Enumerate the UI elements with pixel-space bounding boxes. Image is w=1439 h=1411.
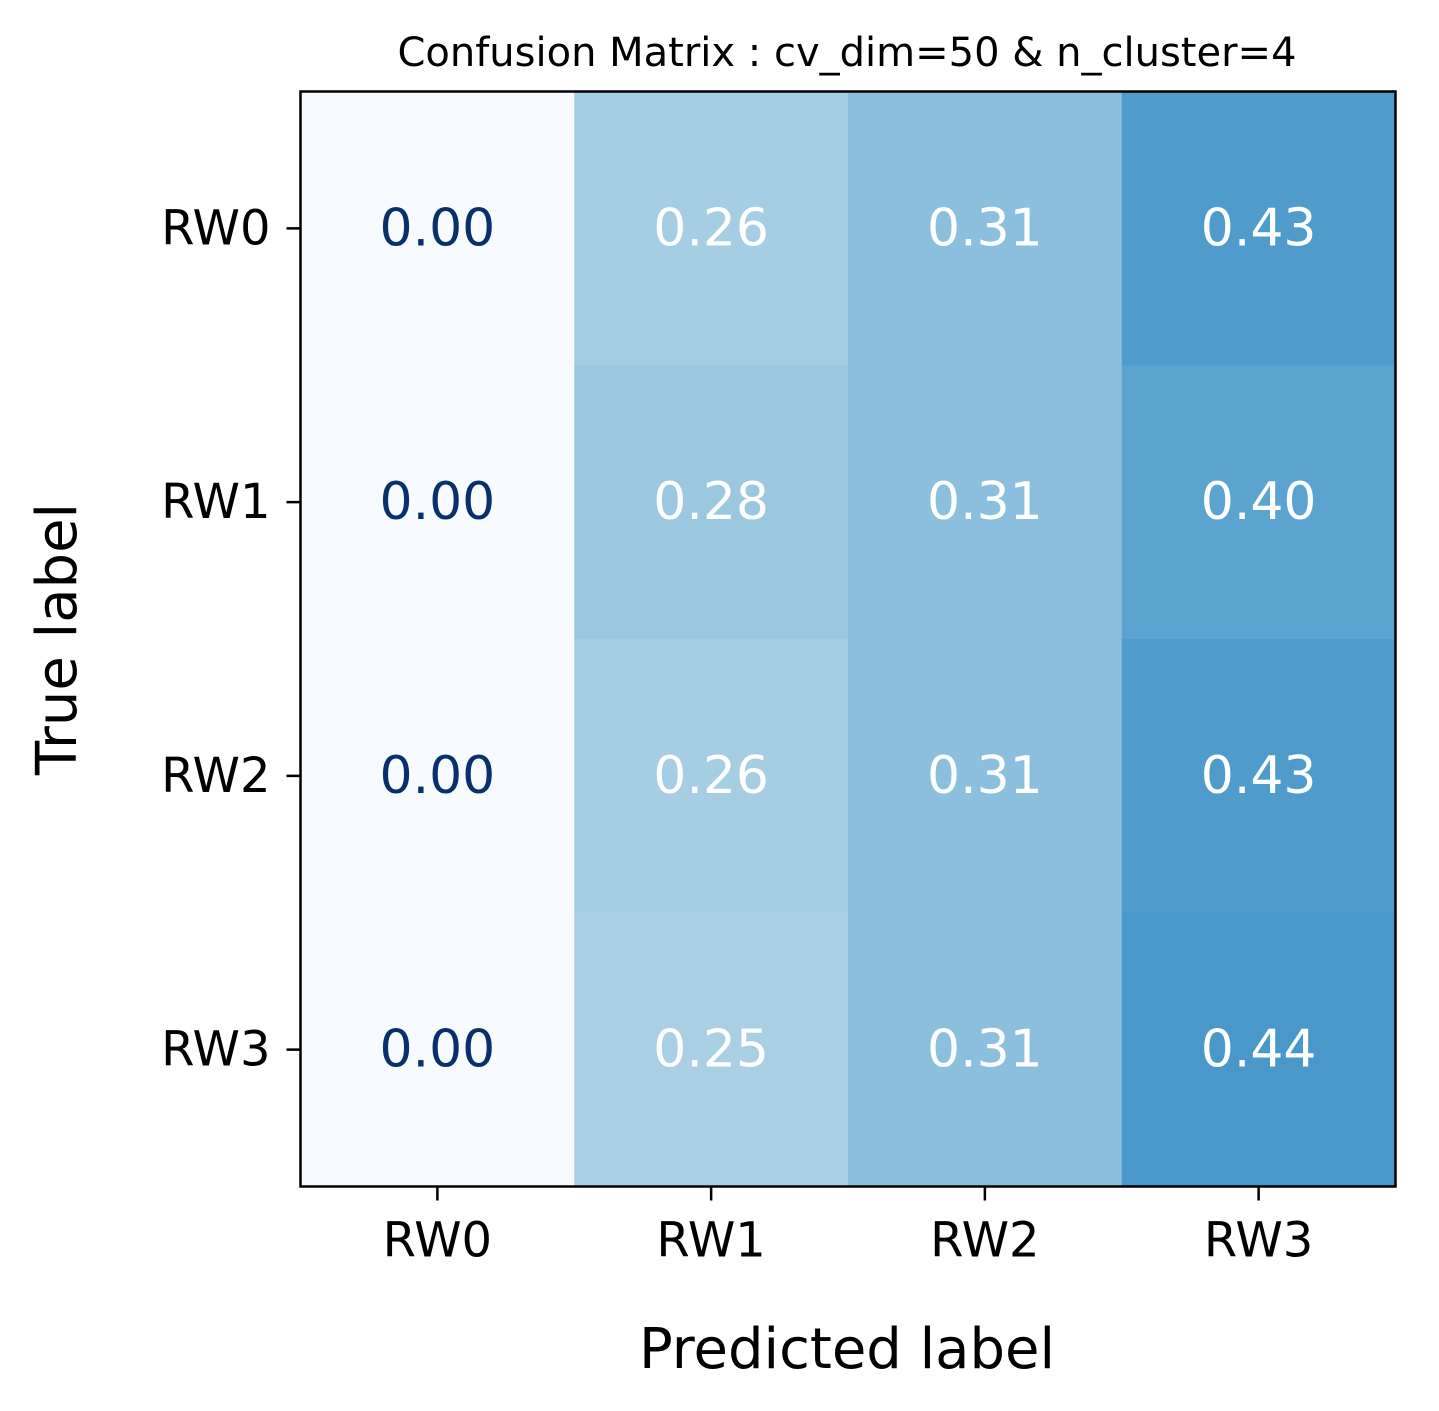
heatmap-cell <box>574 639 849 914</box>
x-axis-ticks: RW0 RW1 RW2 RW3 <box>383 1186 1313 1269</box>
cell-value-label: 0.00 <box>379 198 495 258</box>
heatmap-cell <box>574 365 849 640</box>
cell-value-labels: 0.00 0.26 0.31 0.43 0.00 0.28 0.31 0.40 0.00 0.26… <box>379 198 1316 1079</box>
cell-value-label: 0.40 <box>1201 472 1317 532</box>
heatmap-cell <box>574 912 849 1187</box>
y-axis-ticks: RW0 RW1 RW2 RW3 <box>161 200 301 1078</box>
heatmap-cell <box>1121 365 1396 640</box>
heatmap-cell <box>300 91 575 366</box>
cell-value-label: 0.43 <box>1201 198 1317 258</box>
heatmap-cell <box>848 912 1123 1187</box>
chart-title: Confusion Matrix : cv_dim=50 & n_cluster… <box>397 30 1296 76</box>
heatmap-cell <box>1121 912 1396 1187</box>
heatmap-cell <box>848 639 1123 914</box>
cell-value-label: 0.25 <box>653 1020 769 1080</box>
y-tick-label: RW0 <box>161 200 270 256</box>
heatmap-cell <box>1121 91 1396 366</box>
heatmap-cell <box>1121 639 1396 914</box>
heatmap-cell <box>848 365 1123 640</box>
cell-value-label: 0.31 <box>927 1020 1043 1080</box>
x-tick-label: RW3 <box>1204 1213 1313 1269</box>
cell-value-label: 0.31 <box>927 472 1043 532</box>
heatmap-cell <box>574 91 849 366</box>
cell-value-label: 0.28 <box>653 472 769 532</box>
x-tick-label: RW0 <box>383 1213 492 1269</box>
cell-value-label: 0.31 <box>927 198 1043 258</box>
cell-value-label: 0.26 <box>653 198 769 258</box>
cell-value-label: 0.44 <box>1201 1020 1317 1080</box>
cell-value-label: 0.00 <box>379 1020 495 1080</box>
heatmap-cell <box>300 365 575 640</box>
cell-value-label: 0.00 <box>379 746 495 806</box>
heatmap-cell <box>300 639 575 914</box>
heatmap-cell <box>848 91 1123 366</box>
y-axis-label: True label <box>25 503 90 776</box>
cell-value-label: 0.26 <box>653 746 769 806</box>
cell-value-label: 0.31 <box>927 746 1043 806</box>
y-tick-label: RW1 <box>161 474 270 530</box>
x-tick-label: RW1 <box>656 1213 765 1269</box>
heatmap-cells <box>300 91 1396 1187</box>
y-tick-label: RW2 <box>161 748 270 804</box>
cell-value-label: 0.43 <box>1201 746 1317 806</box>
heatmap-cell <box>300 912 575 1187</box>
cell-value-label: 0.00 <box>379 472 495 532</box>
x-axis-label: Predicted label <box>639 1317 1055 1382</box>
x-tick-label: RW2 <box>930 1213 1039 1269</box>
y-tick-label: RW3 <box>161 1022 270 1078</box>
plot-frame <box>299 90 1397 1188</box>
